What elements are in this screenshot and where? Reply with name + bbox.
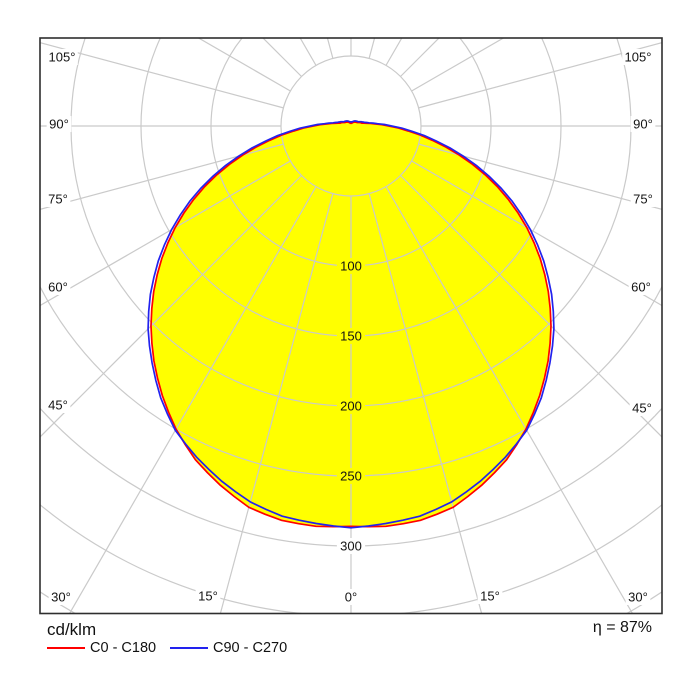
radial-tick-bg (336, 398, 366, 414)
angle-tick-bg (46, 49, 78, 65)
angle-tick-bg (630, 191, 656, 207)
angle-tick-label: 90° (633, 117, 653, 132)
angle-tick-label: 45° (632, 401, 652, 416)
angle-tick-label: 105° (625, 50, 652, 65)
angle-tick-bg (477, 588, 503, 604)
radial-tick-label: 250 (340, 469, 362, 484)
radial-tick-bg (336, 328, 366, 344)
angle-tick-label: 75° (48, 192, 68, 207)
radial-tick-bg (336, 538, 366, 554)
angle-tick-label: 45° (48, 398, 68, 413)
c90-c270-line-swatch (170, 647, 208, 649)
curve-c90-c270 (147, 120, 555, 529)
angle-tick-bg (195, 588, 221, 604)
angle-tick-bg (630, 116, 656, 132)
angle-tick-bg (45, 191, 71, 207)
radial-tick-label: 150 (340, 329, 362, 344)
radial-tick-label: 300 (340, 539, 362, 554)
angle-tick-label: 60° (48, 280, 68, 295)
radial-tick-label: 100 (340, 259, 362, 274)
c90-c270-legend-label: C90 - C270 (213, 640, 288, 656)
angle-tick-label: 15° (480, 589, 500, 604)
angle-tick-bg (45, 279, 71, 295)
efficiency-value: η = 87% (592, 619, 652, 636)
angle-tick-label: 60° (631, 280, 651, 295)
radial-tick-bg (336, 258, 366, 274)
angle-tick-bg (629, 400, 655, 416)
angle-tick-bg (628, 279, 654, 295)
angle-tick-label: 0° (345, 590, 357, 605)
c0-c180-legend-label: C0 - C180 (90, 640, 157, 656)
angle-tick-label: 105° (49, 50, 76, 65)
angle-tick-label: 75° (633, 192, 653, 207)
legend: C0 - C180 C90 - C270 (47, 640, 347, 658)
plot-frame (39, 37, 663, 615)
angle-tick-bg (45, 397, 71, 413)
angle-tick-label: 30° (51, 590, 71, 605)
angle-tick-label: 30° (628, 590, 648, 605)
angle-tick-label: 15° (198, 589, 218, 604)
legend-unit-label: cd/klm (47, 620, 97, 639)
angle-tick-bg (622, 49, 654, 65)
angle-tick-bg (46, 116, 72, 132)
radial-tick-bg (336, 468, 366, 484)
c0-c180-line-swatch (47, 647, 85, 649)
radial-tick-label: 200 (340, 399, 362, 414)
angle-tick-bg (48, 589, 74, 605)
curve-c0-c180 (150, 121, 552, 528)
angle-tick-bg (342, 589, 360, 605)
angle-tick-bg (625, 589, 651, 605)
angle-tick-label: 90° (49, 117, 69, 132)
